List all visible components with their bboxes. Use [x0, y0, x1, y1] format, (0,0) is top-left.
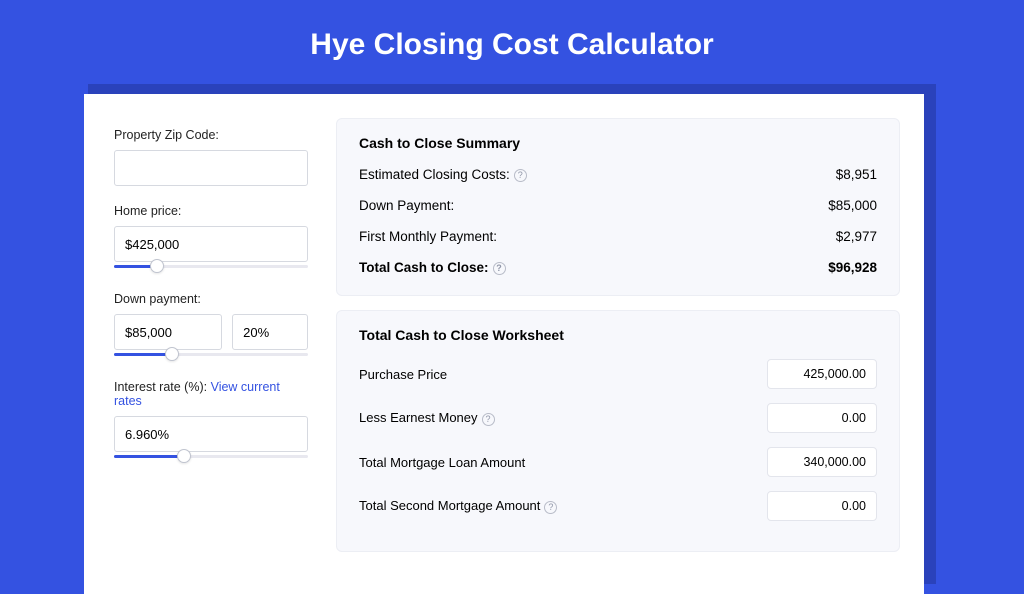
slider-thumb[interactable]: [177, 449, 191, 463]
worksheet-row: Less Earnest Money? 0.00: [359, 403, 877, 433]
down-percent-input[interactable]: [232, 314, 308, 350]
summary-panel: Cash to Close Summary Estimated Closing …: [336, 118, 900, 296]
results-column: Cash to Close Summary Estimated Closing …: [326, 118, 924, 594]
summary-row: Total Cash to Close:? $96,928: [359, 260, 877, 275]
worksheet-row-value[interactable]: 340,000.00: [767, 447, 877, 477]
card-shadow: Property Zip Code: Home price: Down paym…: [88, 84, 936, 584]
slider-thumb[interactable]: [165, 347, 179, 361]
rate-label: Interest rate (%): View current rates: [114, 380, 308, 408]
summary-row-label: Estimated Closing Costs:?: [359, 167, 527, 182]
summary-row-label: Down Payment:: [359, 198, 454, 213]
price-slider[interactable]: [114, 260, 308, 274]
zip-field-group: Property Zip Code:: [114, 128, 308, 186]
rate-slider[interactable]: [114, 450, 308, 464]
help-icon[interactable]: ?: [482, 413, 495, 426]
slider-thumb[interactable]: [150, 259, 164, 273]
down-label: Down payment:: [114, 292, 308, 306]
worksheet-panel: Total Cash to Close Worksheet Purchase P…: [336, 310, 900, 552]
price-field-group: Home price:: [114, 204, 308, 274]
rate-label-text: Interest rate (%):: [114, 380, 207, 394]
worksheet-row: Total Mortgage Loan Amount 340,000.00: [359, 447, 877, 477]
worksheet-row-label: Less Earnest Money?: [359, 410, 495, 425]
summary-row-label: Total Cash to Close:?: [359, 260, 506, 275]
down-slider[interactable]: [114, 348, 308, 362]
slider-fill: [114, 455, 184, 458]
worksheet-title: Total Cash to Close Worksheet: [359, 327, 877, 343]
price-label: Home price:: [114, 204, 308, 218]
price-input[interactable]: [114, 226, 308, 262]
calculator-card: Property Zip Code: Home price: Down paym…: [84, 94, 924, 594]
help-icon[interactable]: ?: [493, 262, 506, 275]
inputs-column: Property Zip Code: Home price: Down paym…: [84, 118, 326, 594]
summary-row-value: $85,000: [828, 198, 877, 213]
slider-fill: [114, 353, 172, 356]
summary-row-value: $2,977: [836, 229, 877, 244]
help-icon[interactable]: ?: [514, 169, 527, 182]
worksheet-row-label: Purchase Price: [359, 367, 447, 382]
summary-row-value: $8,951: [836, 167, 877, 182]
zip-label: Property Zip Code:: [114, 128, 308, 142]
worksheet-row: Total Second Mortgage Amount? 0.00: [359, 491, 877, 521]
worksheet-row-value[interactable]: 425,000.00: [767, 359, 877, 389]
summary-row: Estimated Closing Costs:? $8,951: [359, 167, 877, 182]
worksheet-row-label: Total Second Mortgage Amount?: [359, 498, 557, 513]
zip-input[interactable]: [114, 150, 308, 186]
summary-row-label: First Monthly Payment:: [359, 229, 497, 244]
summary-row-value: $96,928: [828, 260, 877, 275]
summary-row: Down Payment: $85,000: [359, 198, 877, 213]
rate-input[interactable]: [114, 416, 308, 452]
worksheet-row-value[interactable]: 0.00: [767, 403, 877, 433]
summary-row: First Monthly Payment: $2,977: [359, 229, 877, 244]
page-title: Hye Closing Cost Calculator: [0, 0, 1024, 84]
worksheet-row: Purchase Price 425,000.00: [359, 359, 877, 389]
summary-title: Cash to Close Summary: [359, 135, 877, 151]
down-field-group: Down payment:: [114, 292, 308, 362]
worksheet-row-value[interactable]: 0.00: [767, 491, 877, 521]
rate-field-group: Interest rate (%): View current rates: [114, 380, 308, 464]
down-amount-input[interactable]: [114, 314, 222, 350]
worksheet-row-label: Total Mortgage Loan Amount: [359, 455, 525, 470]
